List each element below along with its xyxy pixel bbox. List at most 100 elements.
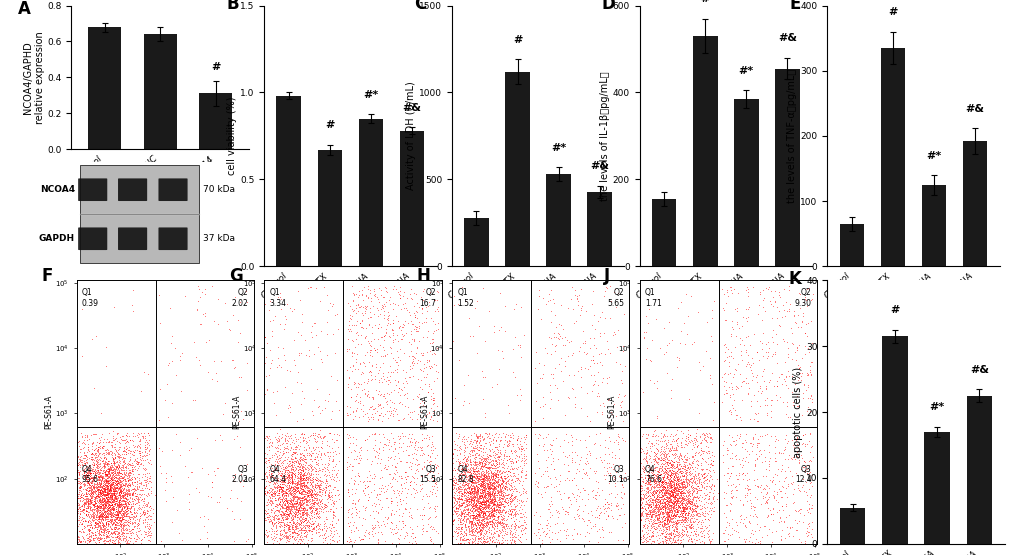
Point xyxy=(421,364,437,372)
Point xyxy=(111,507,127,516)
Point xyxy=(452,491,469,500)
Point xyxy=(275,471,291,480)
Point xyxy=(269,488,285,497)
Point xyxy=(655,502,672,511)
Point xyxy=(275,480,291,488)
Point xyxy=(111,487,127,496)
Point xyxy=(355,502,371,511)
Point xyxy=(113,465,129,474)
Point xyxy=(101,457,117,466)
Point xyxy=(776,298,793,307)
Point xyxy=(421,523,437,532)
Point xyxy=(763,333,780,342)
Point xyxy=(470,516,486,524)
Point xyxy=(489,379,505,388)
Point xyxy=(673,539,689,548)
Point xyxy=(291,534,308,543)
Point xyxy=(687,479,703,488)
Point xyxy=(576,517,592,526)
Point xyxy=(99,466,115,475)
Point xyxy=(470,503,486,512)
Point xyxy=(129,459,146,468)
Point xyxy=(278,366,294,375)
Point xyxy=(539,430,555,438)
Point xyxy=(665,481,682,490)
Point xyxy=(103,488,119,497)
Point xyxy=(484,512,500,521)
Point xyxy=(602,527,619,536)
Point xyxy=(294,493,311,502)
Point xyxy=(459,457,475,466)
Point xyxy=(669,486,686,495)
Point xyxy=(482,506,498,514)
Point xyxy=(86,461,102,470)
Point xyxy=(697,436,713,445)
Point xyxy=(118,428,135,437)
Point xyxy=(370,449,386,458)
Point xyxy=(278,462,294,471)
Point xyxy=(281,496,298,505)
Point xyxy=(340,430,357,439)
Point xyxy=(420,302,436,311)
Point xyxy=(484,487,500,496)
Point xyxy=(638,312,654,321)
Point xyxy=(578,412,594,421)
Point xyxy=(112,511,128,519)
Point xyxy=(123,489,140,498)
Text: Q3
10.1: Q3 10.1 xyxy=(606,465,624,484)
Point xyxy=(89,501,105,510)
Point xyxy=(375,517,391,526)
Point xyxy=(658,493,675,502)
Point xyxy=(327,459,343,468)
Point xyxy=(631,513,647,522)
Point xyxy=(586,512,602,521)
Point xyxy=(289,539,306,548)
Point xyxy=(292,518,309,527)
Point xyxy=(82,532,98,541)
Point xyxy=(677,517,693,526)
Text: Q3
12.4: Q3 12.4 xyxy=(794,465,811,484)
Point xyxy=(482,480,498,488)
Point xyxy=(398,488,415,497)
Point xyxy=(366,498,382,507)
Point xyxy=(667,501,684,510)
Point xyxy=(664,504,681,513)
Point xyxy=(105,469,121,478)
Point xyxy=(268,505,284,514)
Point xyxy=(278,495,294,504)
Point xyxy=(645,441,661,450)
Bar xyxy=(81,165,199,263)
Point xyxy=(802,503,818,512)
Point xyxy=(94,483,110,492)
Point xyxy=(275,515,291,524)
Point xyxy=(420,476,436,485)
Point xyxy=(101,492,117,501)
Point xyxy=(277,462,293,471)
Point xyxy=(647,473,663,482)
Point xyxy=(656,482,673,491)
Point xyxy=(667,479,684,488)
Point xyxy=(85,513,101,522)
Point xyxy=(106,537,122,546)
Point xyxy=(318,526,334,535)
Point xyxy=(482,508,498,517)
Point xyxy=(692,510,708,519)
Point xyxy=(95,508,111,517)
Point xyxy=(271,456,287,465)
Point xyxy=(739,389,755,398)
Point xyxy=(84,492,100,501)
Point xyxy=(292,348,309,357)
Point xyxy=(645,477,661,486)
Point xyxy=(658,514,675,523)
Point xyxy=(480,473,496,482)
Point xyxy=(423,412,439,421)
Point xyxy=(465,332,481,341)
Point xyxy=(460,471,476,480)
Point xyxy=(460,451,476,460)
Point xyxy=(449,511,466,519)
Point xyxy=(468,457,484,466)
Point xyxy=(68,491,85,500)
Point xyxy=(657,466,674,475)
Point xyxy=(107,516,123,524)
Point xyxy=(496,479,513,488)
